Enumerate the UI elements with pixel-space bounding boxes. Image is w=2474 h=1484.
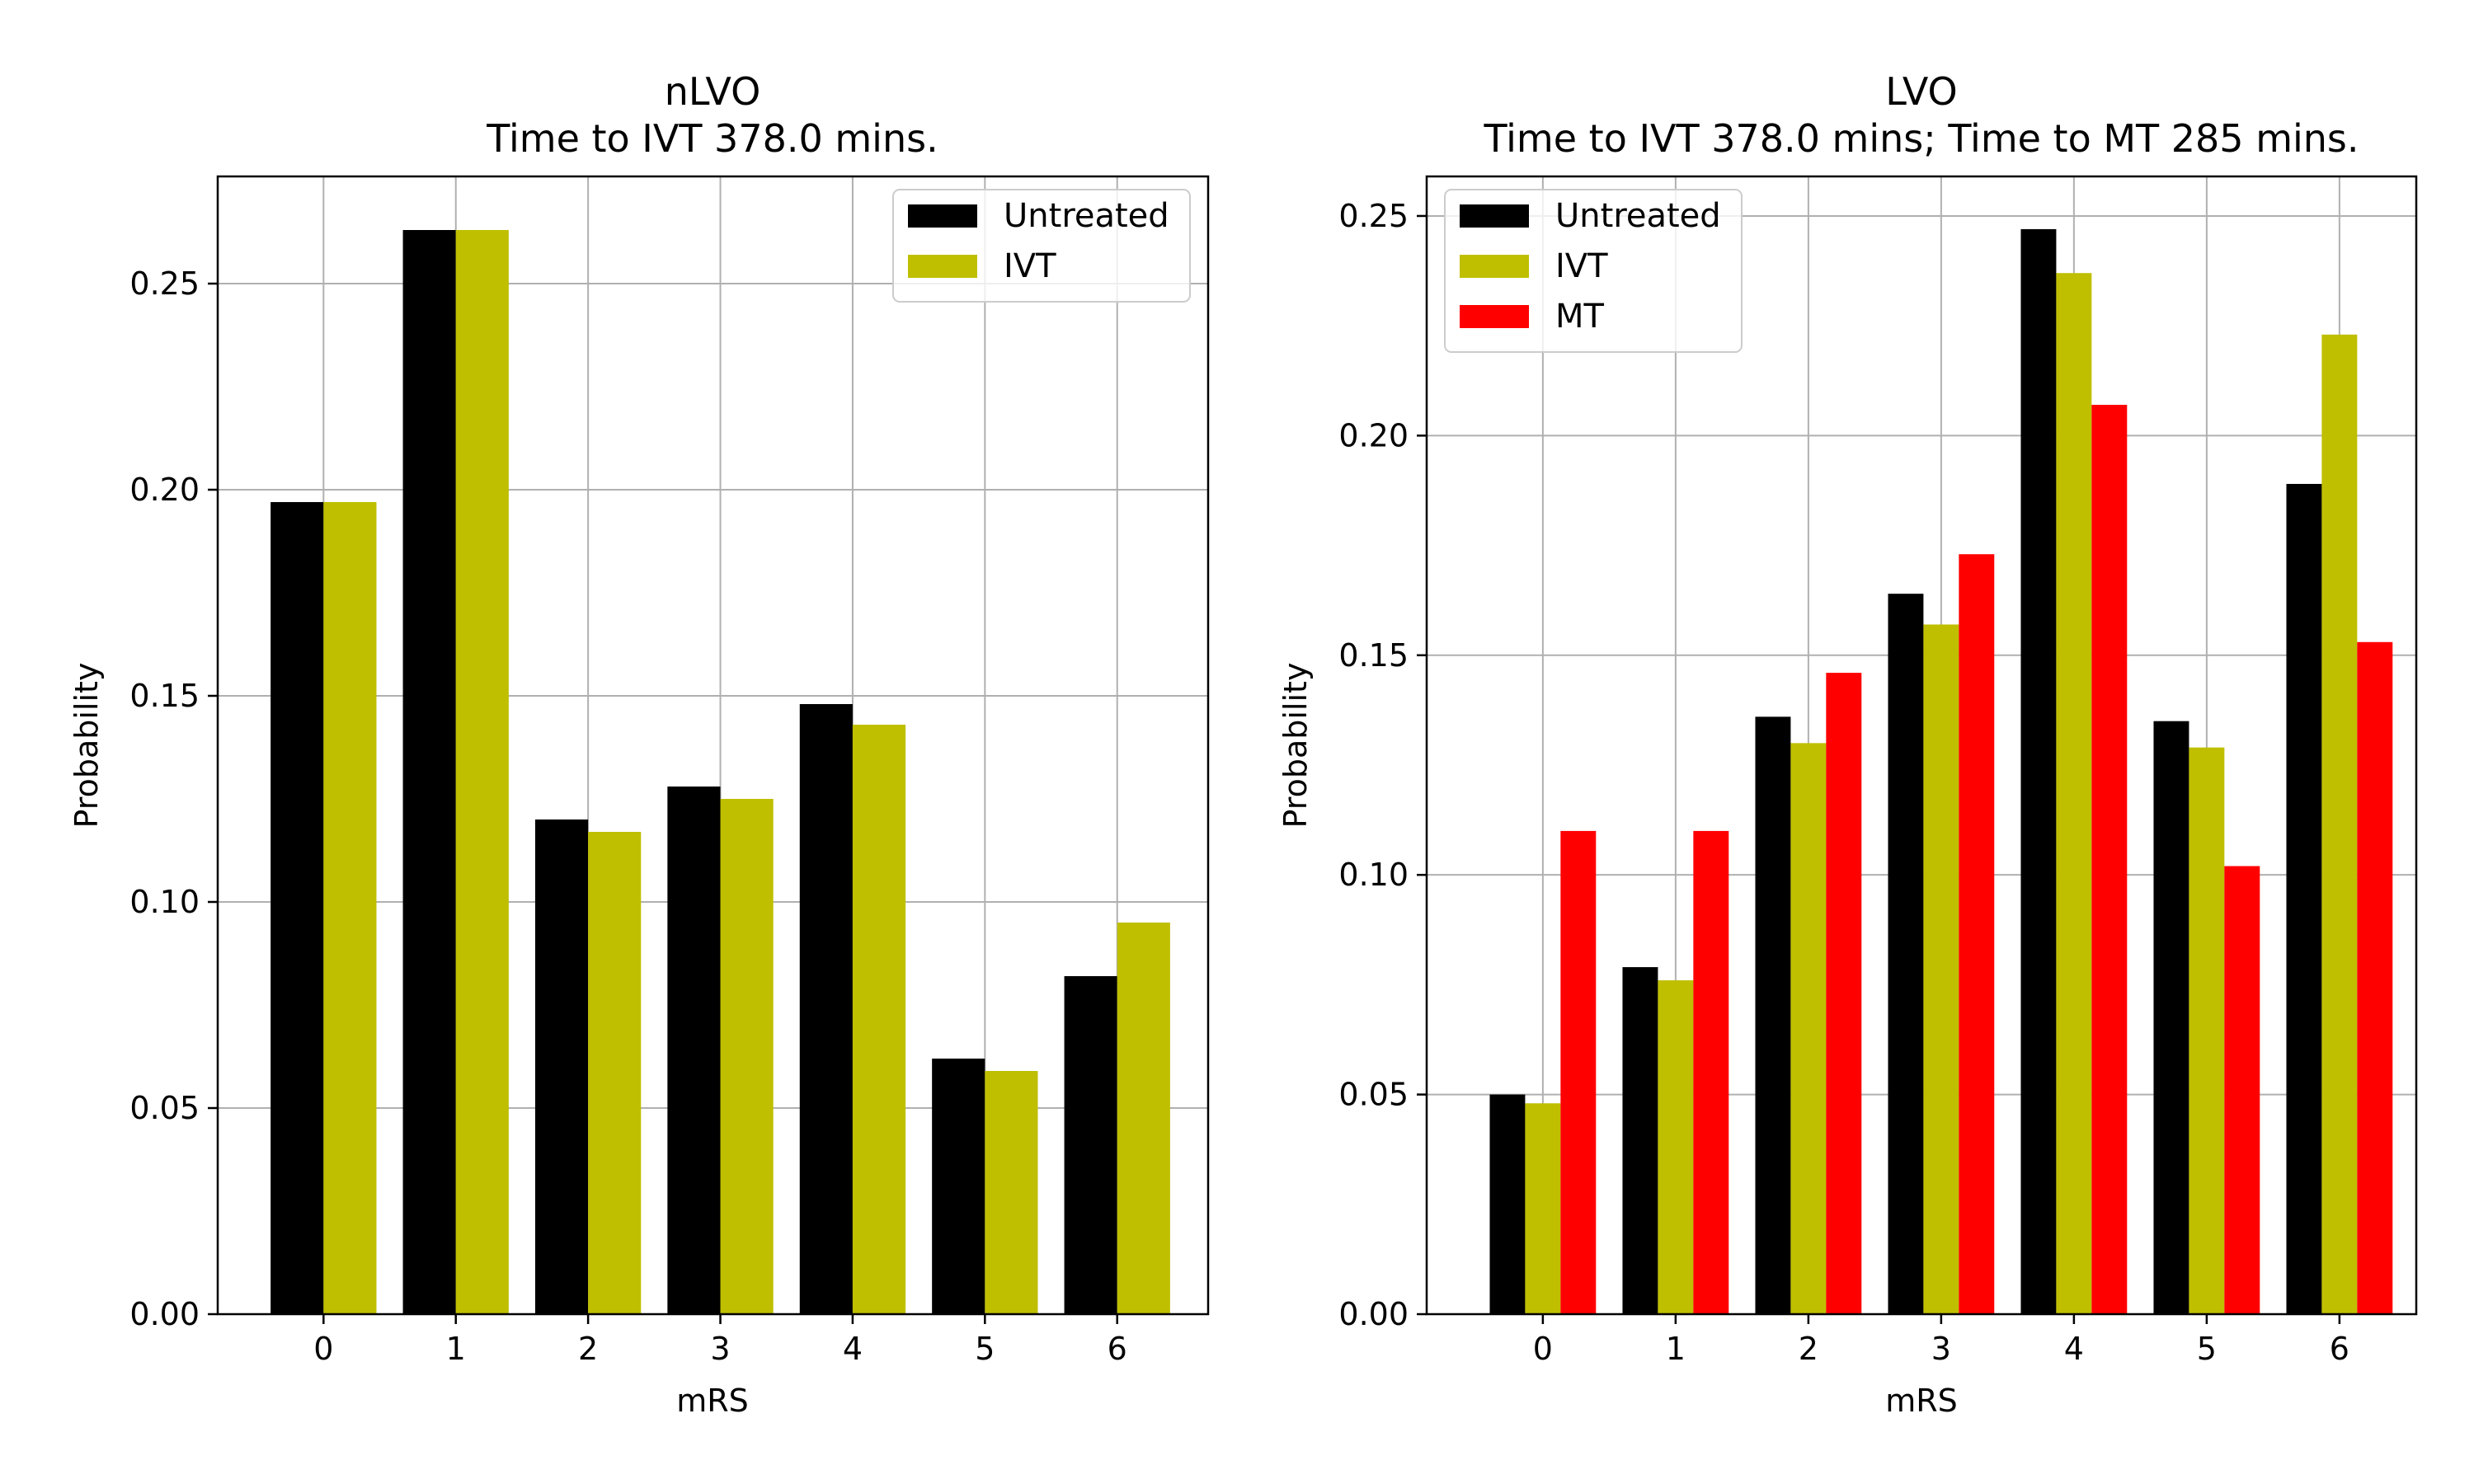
bar-untreated-mrs-0 xyxy=(270,502,324,1314)
bar-mt-mrs-4 xyxy=(2091,405,2128,1314)
bar-mt-mrs-5 xyxy=(2224,866,2260,1314)
y-tick-label: 0.00 xyxy=(1338,1296,1409,1332)
bars xyxy=(270,230,1170,1314)
bar-ivt-mrs-5 xyxy=(2189,747,2225,1314)
y-tick-label: 0.10 xyxy=(1338,857,1409,893)
axis-ticks: 0.00 0.05 0.10 0.15 0.20 0.25 0 1 2 3 4 5 6 xyxy=(1338,198,2349,1367)
bar-ivt-mrs-1 xyxy=(455,230,509,1314)
chart-lvo: LVO Time to IVT 378.0 mins; Time to MT 2… xyxy=(1277,69,2418,1419)
bar-untreated-mrs-4 xyxy=(2020,228,2057,1314)
bars xyxy=(1489,228,2393,1314)
x-tick-label: 6 xyxy=(2330,1331,2349,1367)
legend-label-untreated: Untreated xyxy=(1004,197,1169,235)
bar-untreated-mrs-5 xyxy=(932,1059,985,1314)
bar-untreated-mrs-2 xyxy=(1755,716,1791,1314)
chart-title-line-1: nLVO xyxy=(665,69,761,114)
x-tick-label: 3 xyxy=(710,1331,730,1367)
bar-untreated-mrs-0 xyxy=(1489,1094,1526,1314)
y-tick-label: 0.25 xyxy=(1338,198,1409,234)
y-tick-label: 0.05 xyxy=(1338,1077,1409,1113)
x-tick-label: 5 xyxy=(975,1331,995,1367)
plot-frame xyxy=(216,175,1210,1316)
bar-ivt-mrs-1 xyxy=(1658,980,1694,1314)
bar-mt-mrs-1 xyxy=(1693,830,1729,1314)
bar-ivt-mrs-5 xyxy=(985,1071,1038,1314)
legend-label-ivt: IVT xyxy=(1004,247,1056,285)
x-tick-label: 3 xyxy=(1931,1331,1951,1367)
x-tick-label: 2 xyxy=(578,1331,598,1367)
x-tick-label: 4 xyxy=(2064,1331,2084,1367)
bar-untreated-mrs-2 xyxy=(534,819,589,1314)
bar-ivt-mrs-6 xyxy=(1117,923,1170,1314)
bar-ivt-mrs-3 xyxy=(720,799,774,1314)
legend-label-untreated: Untreated xyxy=(1555,197,1721,235)
bar-untreated-mrs-3 xyxy=(667,787,721,1314)
x-axis-label: mRS xyxy=(676,1383,749,1419)
bar-ivt-mrs-2 xyxy=(588,832,642,1314)
bar-mt-mrs-3 xyxy=(1959,554,1995,1314)
y-tick-label: 0.20 xyxy=(1338,417,1409,453)
x-tick-label: 6 xyxy=(1108,1331,1127,1367)
bar-untreated-mrs-6 xyxy=(1064,976,1117,1314)
legend-swatch-mt xyxy=(1460,305,1529,328)
x-tick-label: 2 xyxy=(1799,1331,1818,1367)
bar-ivt-mrs-6 xyxy=(2321,334,2358,1314)
chart-title-line-2: Time to IVT 378.0 mins; Time to MT 285 m… xyxy=(1483,116,2359,161)
y-tick-label: 0.05 xyxy=(129,1090,200,1126)
y-tick-label: 0.10 xyxy=(129,884,200,920)
x-tick-label: 0 xyxy=(313,1331,333,1367)
x-tick-label: 1 xyxy=(446,1331,466,1367)
legend-label-ivt: IVT xyxy=(1555,247,1608,285)
bar-ivt-mrs-0 xyxy=(1525,1103,1561,1314)
y-tick-label: 0.20 xyxy=(129,472,200,508)
y-tick-label: 0.15 xyxy=(1338,637,1409,674)
bar-ivt-mrs-3 xyxy=(1923,624,1959,1314)
y-tick-label: 0.00 xyxy=(129,1296,200,1332)
x-tick-label: 5 xyxy=(2197,1331,2217,1367)
y-axis-label: Probability xyxy=(1277,663,1314,829)
legend: Untreated IVT xyxy=(892,189,1191,303)
bar-untreated-mrs-4 xyxy=(799,704,853,1314)
bar-ivt-mrs-2 xyxy=(1790,743,1827,1314)
x-tick-label: 0 xyxy=(1533,1331,1553,1367)
bar-untreated-mrs-1 xyxy=(1622,967,1658,1314)
legend-label-mt: MT xyxy=(1555,298,1605,336)
bar-mt-mrs-0 xyxy=(1560,830,1597,1314)
x-tick-label: 4 xyxy=(843,1331,863,1367)
legend-swatch-ivt xyxy=(1460,255,1529,278)
legend-swatch-untreated xyxy=(1460,204,1529,228)
legend-swatch-ivt xyxy=(908,255,977,278)
bar-untreated-mrs-1 xyxy=(402,230,456,1314)
axis-ticks: 0.00 0.05 0.10 0.15 0.20 0.25 0 1 2 3 4 5 6 xyxy=(129,265,1126,1367)
chart-title-line-2: Time to IVT 378.0 mins. xyxy=(486,116,938,161)
bar-mt-mrs-6 xyxy=(2357,641,2393,1314)
y-axis-label: Probability xyxy=(68,663,105,829)
y-tick-label: 0.15 xyxy=(129,678,200,714)
bar-ivt-mrs-4 xyxy=(852,725,906,1314)
x-axis-label: mRS xyxy=(1885,1383,1958,1419)
legend-swatch-untreated xyxy=(908,204,977,228)
plot-frame xyxy=(1425,175,2418,1316)
y-tick-label: 0.25 xyxy=(129,265,200,302)
bar-untreated-mrs-6 xyxy=(2286,483,2322,1314)
bar-ivt-mrs-0 xyxy=(323,502,377,1314)
chart-nlvo: nLVO Time to IVT 378.0 mins. 0.00 0.05 0.1… xyxy=(68,69,1210,1419)
legend: Untreated IVT MT xyxy=(1444,189,1743,353)
x-tick-label: 1 xyxy=(1666,1331,1686,1367)
chart-title-line-1: LVO xyxy=(1885,69,1957,114)
bar-mt-mrs-2 xyxy=(1826,673,1862,1314)
bar-untreated-mrs-5 xyxy=(2153,721,2189,1314)
bar-untreated-mrs-3 xyxy=(1888,594,1924,1314)
bar-ivt-mrs-4 xyxy=(2056,273,2092,1314)
